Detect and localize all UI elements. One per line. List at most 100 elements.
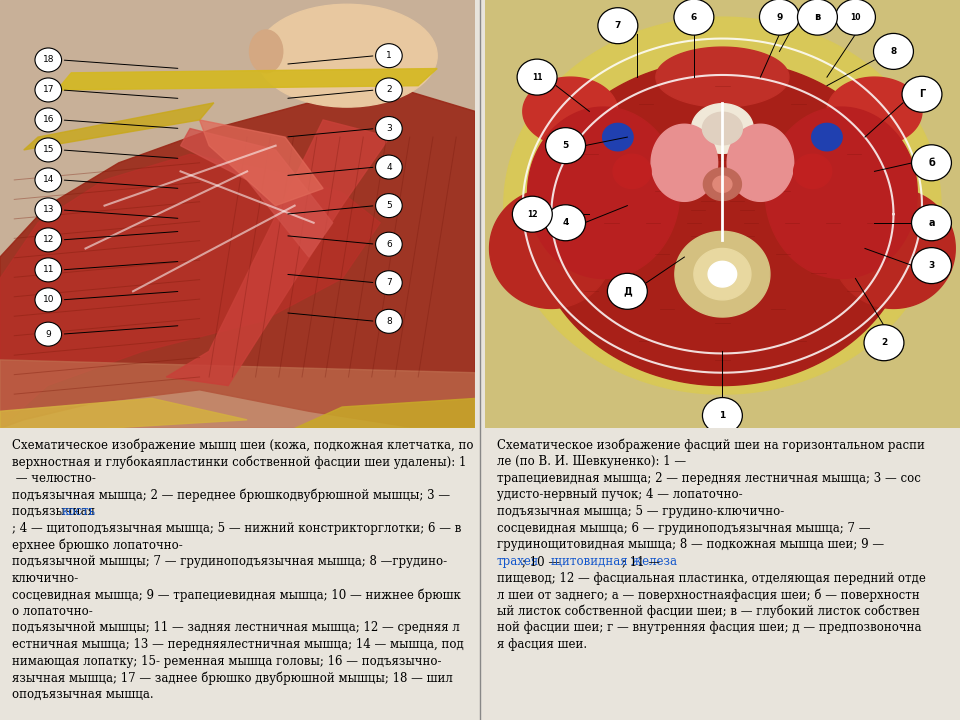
Text: 5: 5 [563, 141, 568, 150]
Text: 3: 3 [928, 261, 935, 270]
Text: щитовидная железа: щитовидная железа [551, 555, 677, 568]
Polygon shape [523, 77, 618, 145]
Polygon shape [0, 0, 475, 428]
Circle shape [375, 78, 402, 102]
Text: 11: 11 [532, 73, 542, 81]
Text: 9: 9 [45, 330, 51, 338]
Text: 8: 8 [890, 47, 897, 56]
Text: л шеи от заднего; а — поверхностнаяфасция шеи; б — поверхностн: л шеи от заднего; а — поверхностнаяфасци… [496, 588, 920, 602]
Polygon shape [704, 168, 741, 200]
Circle shape [674, 0, 714, 35]
Text: в: в [814, 12, 821, 22]
Polygon shape [675, 231, 770, 317]
Text: 16: 16 [42, 115, 54, 125]
Polygon shape [831, 189, 955, 308]
Polygon shape [485, 0, 960, 428]
Text: а: а [928, 217, 935, 228]
Text: ной фасции шеи; г — внутренняя фасция шеи; д — предпозвоночна: ной фасции шеи; г — внутренняя фасция ше… [496, 621, 922, 634]
Polygon shape [651, 125, 718, 202]
Text: Схематическое изображение фасций шеи на горизонтальном распи: Схематическое изображение фасций шеи на … [496, 438, 924, 452]
Text: ; 11 —: ; 11 — [622, 555, 660, 568]
Circle shape [35, 78, 61, 102]
Text: 11: 11 [42, 266, 54, 274]
Circle shape [35, 48, 61, 72]
Circle shape [35, 108, 61, 132]
Polygon shape [295, 398, 475, 428]
Polygon shape [727, 125, 794, 202]
Circle shape [912, 248, 951, 284]
Polygon shape [0, 90, 475, 428]
Polygon shape [57, 68, 437, 90]
Text: 6: 6 [386, 240, 392, 248]
Circle shape [35, 138, 61, 162]
Text: ; 4 — щитоподъязычная мышца; 5 — нижний констрикторглотки; 6 — в: ; 4 — щитоподъязычная мышца; 5 — нижний … [12, 522, 461, 535]
Polygon shape [765, 107, 917, 279]
Polygon shape [827, 77, 922, 145]
Text: б: б [928, 158, 935, 168]
Polygon shape [812, 123, 842, 150]
Text: ле (по В. И. Шевкуненко): 1 —: ле (по В. И. Шевкуненко): 1 — [496, 455, 685, 468]
Polygon shape [0, 154, 380, 428]
Text: подъязычная мышца; 5 — грудино-ключично-: подъязычная мышца; 5 — грудино-ключично- [496, 505, 784, 518]
Text: 4: 4 [386, 163, 392, 171]
Circle shape [35, 168, 61, 192]
Polygon shape [694, 248, 751, 300]
Polygon shape [0, 398, 247, 428]
Text: 10: 10 [851, 13, 861, 22]
Text: 4: 4 [563, 218, 568, 228]
Polygon shape [603, 123, 633, 150]
Text: кость: кость [62, 505, 96, 518]
Text: 18: 18 [42, 55, 54, 65]
Text: 5: 5 [386, 201, 392, 210]
Circle shape [545, 127, 586, 163]
Text: Схематическое изображение мышц шеи (кожа, подкожная клетчатка, по: Схематическое изображение мышц шеи (кожа… [12, 438, 473, 452]
Polygon shape [703, 112, 742, 145]
Text: оподъязычная мышца.: оподъязычная мышца. [12, 688, 154, 701]
Text: 6: 6 [691, 13, 697, 22]
Circle shape [375, 44, 402, 68]
Polygon shape [656, 47, 789, 107]
Polygon shape [613, 154, 651, 189]
Text: Г: Г [919, 89, 925, 99]
Circle shape [375, 271, 402, 294]
Text: язычная мышца; 17 — заднее брюшко двубрюшной мышцы; 18 — шил: язычная мышца; 17 — заднее брюшко двубрю… [12, 671, 452, 685]
Text: 9: 9 [777, 13, 782, 22]
Text: подъязычная мышца; 2 — переднее брюшкодвубрюшной мышцы; 3 —: подъязычная мышца; 2 — переднее брюшкодв… [12, 488, 450, 502]
Text: 8: 8 [386, 317, 392, 325]
Polygon shape [24, 103, 214, 150]
Polygon shape [691, 104, 754, 153]
Circle shape [375, 194, 402, 217]
Text: естничная мышца; 13 — передняялестничная мышца; 14 — мышца, под: естничная мышца; 13 — передняялестничная… [12, 638, 464, 651]
Text: я фасция шеи.: я фасция шеи. [496, 638, 587, 651]
Text: 13: 13 [42, 205, 54, 215]
Text: 7: 7 [614, 21, 621, 30]
Text: о лопаточно-: о лопаточно- [12, 605, 92, 618]
Circle shape [35, 322, 61, 346]
Text: ый листок собственной фасции шеи; в — глубокий листок собствен: ый листок собственной фасции шеи; в — гл… [496, 605, 920, 618]
Circle shape [835, 0, 876, 35]
Text: сосцевидная мышца; 9 — трапециевидная мышца; 10 — нижнее брюшк: сосцевидная мышца; 9 — трапециевидная мы… [12, 588, 461, 602]
Circle shape [912, 204, 951, 240]
Text: 10: 10 [42, 295, 54, 305]
Text: 12: 12 [42, 235, 54, 244]
Text: верхностная и глубокаяпластинки собственной фасции шеи удалены): 1: верхностная и глубокаяпластинки собствен… [12, 455, 467, 469]
Circle shape [517, 59, 557, 95]
Text: подъязычной мышцы; 11 — задняя лестничная мышца; 12 — средняя л: подъязычной мышцы; 11 — задняя лестнична… [12, 621, 460, 634]
Polygon shape [180, 128, 332, 257]
Circle shape [703, 397, 742, 433]
Polygon shape [533, 60, 912, 385]
Text: нимающая лопатку; 15- ременная мышца головы; 16 — подъязычно-: нимающая лопатку; 15- ременная мышца гол… [12, 654, 442, 667]
Text: 2: 2 [881, 338, 887, 347]
Text: ключично-: ключично- [12, 572, 79, 585]
Text: 1: 1 [719, 411, 726, 420]
Circle shape [864, 325, 904, 361]
Polygon shape [504, 17, 941, 394]
Circle shape [912, 145, 951, 181]
Text: 1: 1 [386, 51, 392, 60]
Polygon shape [528, 107, 680, 279]
Circle shape [35, 258, 61, 282]
Polygon shape [794, 154, 831, 189]
Text: 15: 15 [42, 145, 54, 155]
Text: 2: 2 [386, 86, 392, 94]
Text: ерхнее брюшко лопаточно-: ерхнее брюшко лопаточно- [12, 539, 182, 552]
